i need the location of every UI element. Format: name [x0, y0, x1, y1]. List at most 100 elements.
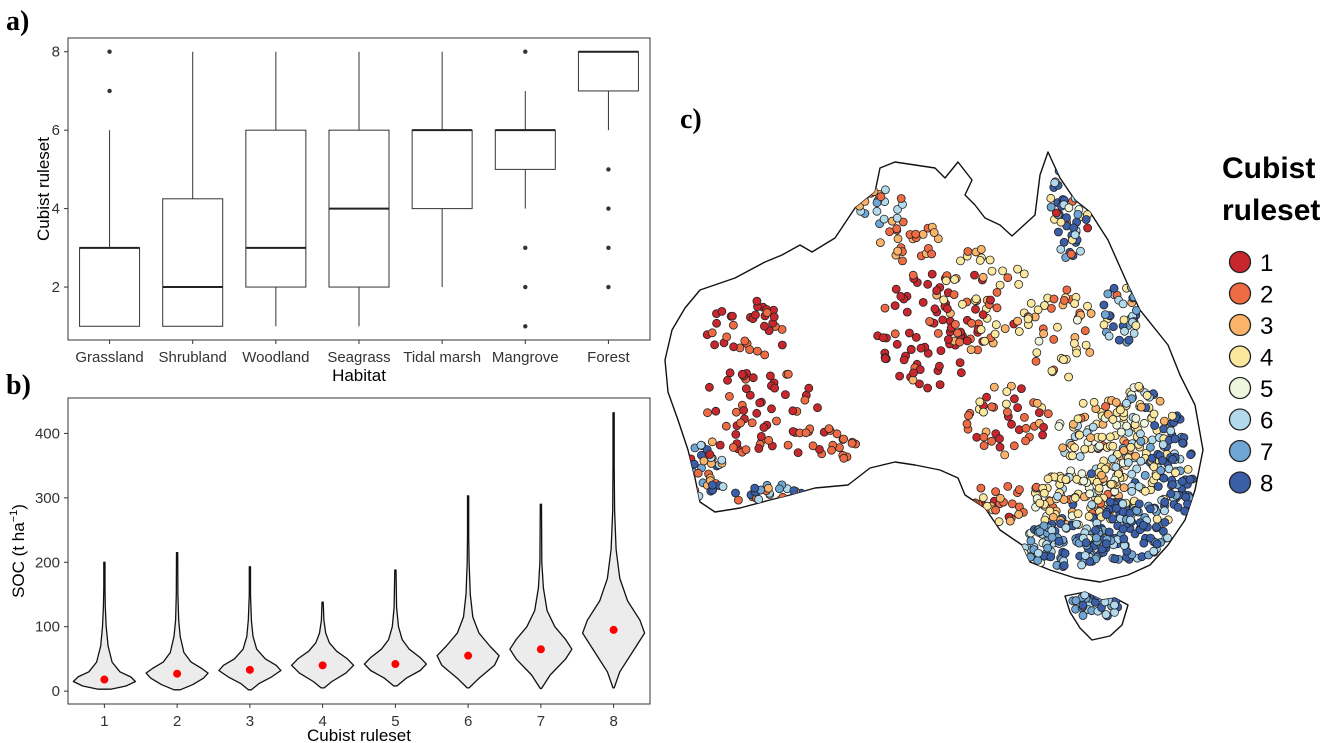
map-point [908, 270, 918, 280]
map-point [1166, 426, 1176, 436]
map-point [740, 336, 750, 346]
boxplot-x-tick-label: Tidal marsh [403, 349, 481, 366]
map-point [967, 318, 976, 328]
map-point [992, 287, 1002, 297]
map-point [1013, 264, 1022, 274]
map-point [1061, 523, 1071, 533]
map-point [1003, 481, 1013, 491]
map-point [1105, 497, 1115, 507]
map-point [1163, 533, 1172, 543]
map-point [764, 483, 773, 493]
map-point [1070, 230, 1080, 240]
map-point [1054, 166, 1064, 176]
boxplot-x-tick-label: Woodland [242, 349, 309, 366]
map-point [1039, 488, 1049, 498]
map-point [995, 493, 1005, 503]
violin-5 [436, 495, 500, 689]
map-point [878, 333, 888, 343]
panel-label-c: c) [680, 104, 702, 135]
legend-item-5: 5 [1228, 376, 1273, 403]
map-point [1054, 536, 1064, 546]
legend-swatch [1228, 282, 1252, 305]
violin-x-tick-label: 7 [537, 713, 545, 730]
map-point [896, 194, 906, 203]
map-point [1033, 548, 1043, 558]
map-point [1052, 208, 1061, 218]
map-point [872, 206, 882, 216]
map-point [808, 441, 818, 451]
map-point [1070, 443, 1079, 453]
map-point [991, 487, 1000, 497]
map-point [1034, 336, 1044, 346]
violin-y-title: SOC (t ha−1) [8, 504, 28, 598]
map-point [788, 406, 798, 416]
map-point [754, 444, 764, 453]
map-point [1131, 413, 1141, 423]
map-point [1102, 539, 1111, 549]
map-point [1186, 450, 1195, 460]
map-point [899, 355, 909, 365]
map-point [1038, 430, 1047, 440]
legend-swatch [1228, 408, 1252, 431]
map-point [974, 515, 983, 524]
map-point [987, 266, 997, 276]
map-point [1077, 560, 1086, 570]
map-point [1119, 446, 1129, 455]
map-point [725, 368, 735, 378]
box-outlier [107, 88, 112, 94]
map-point [1158, 456, 1167, 465]
map-point [1119, 534, 1129, 544]
map-point [712, 318, 721, 328]
box-iqr [79, 247, 141, 327]
map-point [1002, 387, 1012, 397]
violin-shapes [72, 412, 646, 691]
map-point [1034, 408, 1044, 418]
legend-swatch [1228, 471, 1252, 494]
map-point [1081, 340, 1091, 350]
map-point [1070, 299, 1079, 309]
map-point [1149, 462, 1159, 472]
map-point [1095, 441, 1104, 451]
map-point [1047, 303, 1056, 313]
boxplot-x-tick-label: Shrubland [159, 349, 227, 366]
legend-label: 7 [1260, 439, 1273, 466]
map-point [1124, 335, 1134, 345]
map-point [1139, 521, 1148, 530]
legend-label: 8 [1260, 471, 1273, 498]
map-point [1145, 504, 1155, 514]
violin-x-tick-label: 2 [173, 713, 181, 730]
map-point [1104, 331, 1114, 341]
legend-title-line-1: Cubist [1222, 152, 1315, 185]
box-outlier [606, 245, 611, 251]
map-point [1089, 397, 1099, 407]
map-point [745, 390, 755, 400]
map-point [906, 345, 916, 355]
map-point [962, 336, 972, 346]
map-point [876, 192, 886, 202]
violin-body [436, 495, 500, 689]
map-point [1031, 356, 1041, 366]
box-outlier [606, 206, 611, 211]
violin-x-tick-label: 5 [391, 713, 399, 730]
map-point [975, 509, 985, 518]
map-point [839, 453, 849, 463]
map-point [1072, 348, 1081, 358]
map-point [741, 384, 751, 394]
map-point [979, 407, 988, 417]
box-5 [494, 49, 556, 329]
legend-item-1: 1 [1228, 250, 1273, 277]
map-point [1035, 498, 1045, 508]
violin-mean-point [609, 625, 618, 634]
map-point [885, 227, 894, 237]
map-point [980, 336, 990, 346]
map-point [908, 375, 918, 385]
map-point [728, 442, 738, 452]
map-point [933, 328, 943, 338]
map-point [892, 339, 902, 349]
panel-label-a: a) [6, 6, 29, 37]
map-point [979, 441, 989, 451]
legend-item-6: 6 [1228, 408, 1273, 435]
map-point [1026, 536, 1036, 546]
map-point [972, 513, 981, 522]
